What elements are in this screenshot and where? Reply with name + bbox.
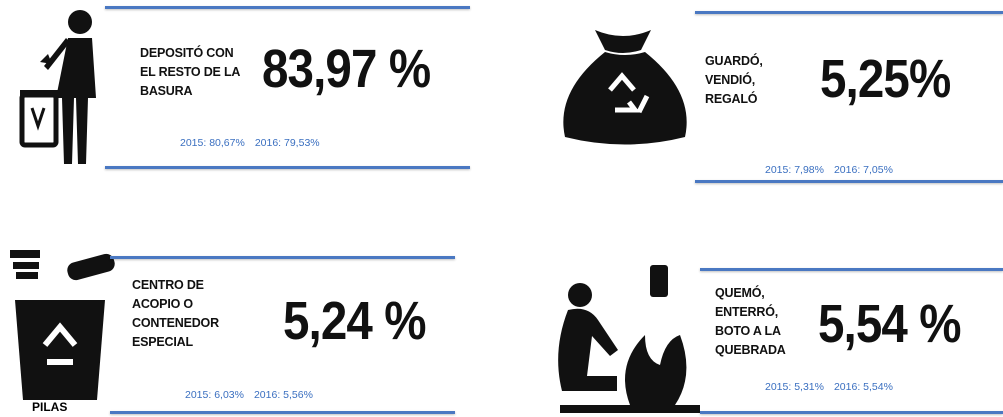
- label-line: EL RESTO DE LA: [140, 65, 241, 79]
- panel-value: 83,97 %: [262, 39, 431, 99]
- panel-value: 5,54 %: [818, 294, 962, 354]
- panel-rule: [700, 411, 1003, 414]
- icon-caption: PILAS: [32, 400, 68, 414]
- label-line: CONTENEDOR: [132, 316, 219, 330]
- history-entry: 2016: 79,53%: [254, 137, 320, 149]
- panel-rule: [105, 6, 470, 9]
- trash-person-icon: [19, 10, 96, 164]
- label-line: DEPOSITÓ CON: [140, 46, 234, 60]
- panel-rule: [695, 180, 1003, 183]
- panel-value: 5,25%: [820, 49, 951, 109]
- history-entry: 2015: 7,98%: [765, 164, 824, 176]
- panel-value: 5,24 %: [283, 291, 427, 351]
- panel-rule: [110, 411, 455, 414]
- panel-label: CENTRO DE ACOPIO O CONTENEDOR ESPECIAL: [132, 276, 219, 352]
- burning-icon: [558, 265, 700, 413]
- label-line: BOTO A LA: [715, 324, 781, 338]
- history-entry: 2016: 7,05%: [833, 164, 893, 176]
- panel-rule: [695, 11, 1003, 14]
- label-line: QUEMÓ,: [715, 286, 765, 300]
- panel-history: 2015: 80,67% 2016: 79,53%: [180, 137, 330, 149]
- panel-history: 2015: 7,98% 2016: 7,05%: [765, 164, 903, 176]
- label-line: ESPECIAL: [132, 335, 193, 349]
- label-line: ENTERRÓ,: [715, 305, 778, 319]
- label-line: REGALÓ: [705, 92, 758, 106]
- label-line: QUEBRADA: [715, 343, 786, 357]
- panel-label: QUEMÓ, ENTERRÓ, BOTO A LA QUEBRADA: [715, 284, 786, 360]
- panel-history: 2015: 5,31% 2016: 5,54%: [765, 381, 903, 393]
- history-entry: 2015: 5,31%: [765, 381, 824, 393]
- panel-label: GUARDÓ, VENDIÓ, REGALÓ: [705, 52, 763, 109]
- label-line: GUARDÓ,: [705, 54, 763, 68]
- bag-icon: [563, 30, 687, 145]
- history-entry: 2015: 80,67%: [180, 137, 245, 149]
- label-line: BASURA: [140, 84, 193, 98]
- history-entry: 2016: 5,54%: [833, 381, 893, 393]
- panel-rule: [105, 166, 470, 169]
- panel-history: 2015: 6,03% 2016: 5,56%: [185, 389, 323, 401]
- label-line: CENTRO DE: [132, 278, 204, 292]
- battery-bin-icon: [10, 250, 115, 400]
- panel-rule: [110, 256, 455, 259]
- panel-rule: [700, 268, 1003, 271]
- history-entry: 2015: 6,03%: [185, 389, 244, 401]
- label-line: VENDIÓ,: [705, 73, 755, 87]
- history-entry: 2016: 5,56%: [253, 389, 313, 401]
- panel-label: DEPOSITÓ CON EL RESTO DE LA BASURA: [140, 44, 240, 101]
- label-line: ACOPIO O: [132, 297, 193, 311]
